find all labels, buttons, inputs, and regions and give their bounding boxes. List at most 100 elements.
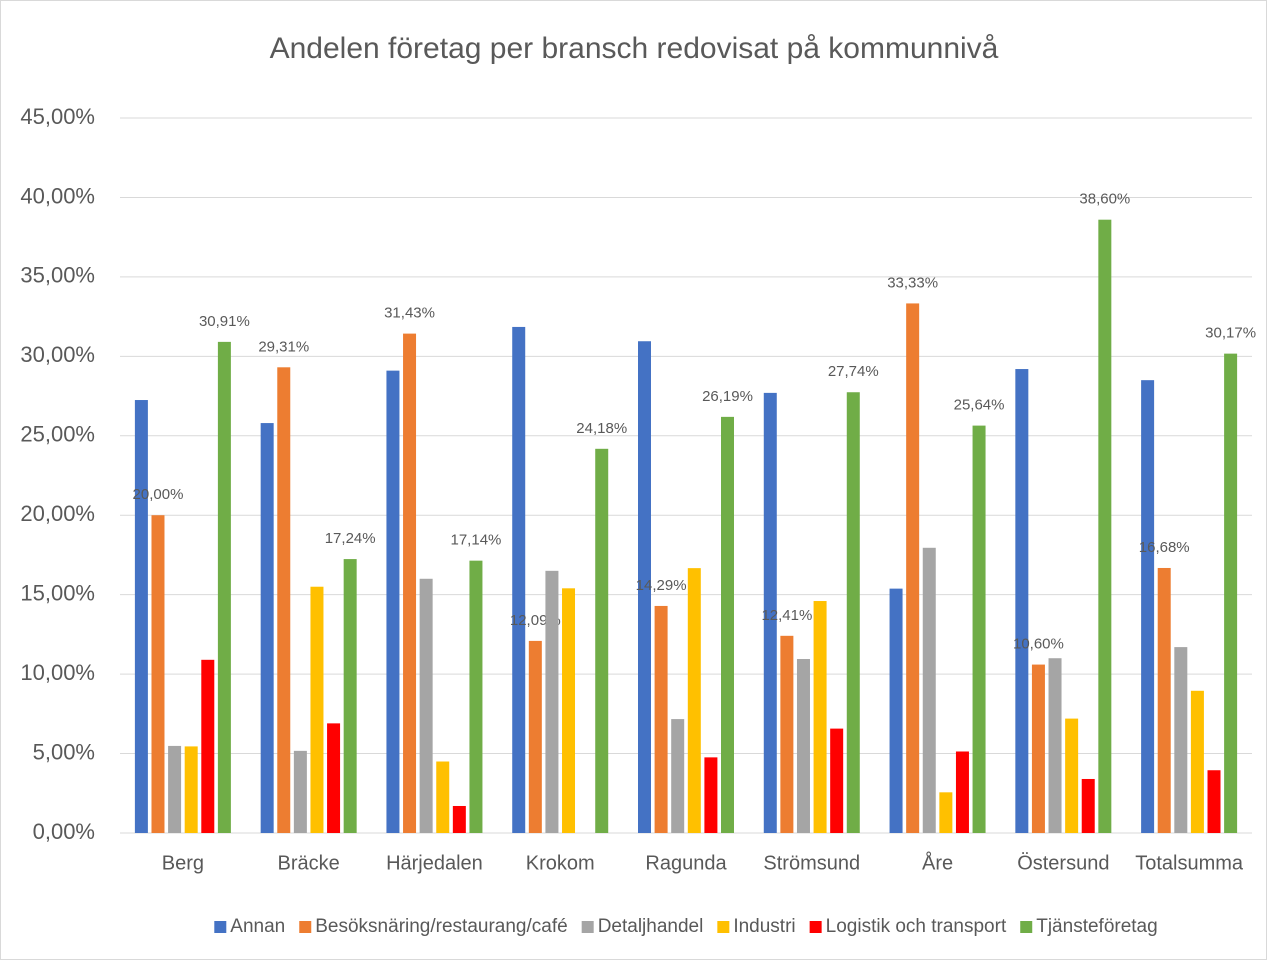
data-label: 29,31% <box>258 338 309 355</box>
bar <box>638 341 651 833</box>
bar <box>419 578 433 833</box>
legend-label: Annan <box>230 916 285 937</box>
bar <box>955 751 969 833</box>
bar <box>168 745 182 833</box>
bar <box>780 635 794 833</box>
data-label: 20,00% <box>133 486 184 503</box>
legend-swatch <box>214 921 227 933</box>
bar <box>343 559 357 833</box>
bar <box>595 448 609 833</box>
x-tick-label: Bräcke <box>278 852 340 874</box>
y-tick-label: 35,00% <box>20 263 95 288</box>
bar <box>763 392 777 833</box>
x-tick-label: Totalsumma <box>1135 852 1244 874</box>
bar <box>469 560 483 833</box>
legend-label: Logistik och transport <box>826 916 1007 937</box>
data-label: 24,18% <box>576 420 627 437</box>
bar <box>217 341 231 833</box>
bar <box>277 367 291 833</box>
legend-label: Tjänsteföretag <box>1036 916 1157 937</box>
bar <box>704 757 718 833</box>
legend-label: Industri <box>733 916 795 937</box>
x-tick-label: Berg <box>162 852 204 874</box>
bar <box>796 659 810 833</box>
data-label: 38,60% <box>1079 191 1130 208</box>
y-tick-label: 15,00% <box>20 580 95 605</box>
bar <box>1015 369 1029 833</box>
bar <box>889 588 903 833</box>
x-tick-label: Strömsund <box>763 852 860 874</box>
data-label: 16,68% <box>1139 539 1190 556</box>
bar <box>260 423 274 833</box>
bar <box>327 723 341 833</box>
bar <box>1098 219 1112 833</box>
y-tick-label: 40,00% <box>20 183 95 208</box>
data-label: 31,43% <box>384 305 435 322</box>
bar <box>403 333 417 833</box>
bar <box>939 792 953 833</box>
data-label: 12,41% <box>761 607 812 624</box>
bar <box>201 659 215 833</box>
data-label: 33,33% <box>887 274 938 291</box>
chart-title: Andelen företag per bransch redovisat på… <box>270 32 999 65</box>
data-label: 26,19% <box>702 388 753 405</box>
bar <box>906 303 920 833</box>
data-label: 17,24% <box>325 530 376 547</box>
bar <box>1190 690 1204 833</box>
bar <box>1174 647 1188 833</box>
data-label: 14,29% <box>636 577 687 594</box>
bar <box>1141 380 1155 833</box>
x-tick-label: Ragunda <box>645 852 727 874</box>
legend-label: Detaljhandel <box>598 916 704 937</box>
bar <box>721 416 734 833</box>
bar <box>452 805 466 833</box>
y-tick-label: 45,00% <box>20 104 95 129</box>
x-tick-label: Krokom <box>526 852 595 874</box>
y-tick-label: 20,00% <box>20 501 95 526</box>
bar <box>1065 718 1079 833</box>
bar <box>545 570 559 833</box>
bar <box>687 568 701 833</box>
bar <box>436 761 450 833</box>
data-label: 25,64% <box>954 397 1005 414</box>
y-tick-label: 0,00% <box>33 819 95 844</box>
y-tick-label: 30,00% <box>20 342 95 367</box>
bar <box>1207 770 1221 833</box>
bar <box>512 326 526 833</box>
bar <box>671 719 685 833</box>
bar <box>528 640 542 833</box>
legend-swatch <box>299 921 312 933</box>
bar <box>1031 664 1045 833</box>
bar <box>293 750 307 833</box>
data-label: 17,14% <box>451 532 502 549</box>
legend-swatch <box>717 921 730 933</box>
x-tick-label: Åre <box>922 851 953 874</box>
y-tick-label: 25,00% <box>20 422 95 447</box>
x-tick-label: Östersund <box>1017 852 1109 874</box>
bar <box>1224 353 1238 833</box>
data-label: 30,91% <box>199 313 250 330</box>
legend-label: Besöksnäring/restaurang/café <box>315 916 567 937</box>
bar <box>151 515 165 833</box>
legend-swatch <box>1020 921 1033 933</box>
data-label: 10,60% <box>1013 636 1064 653</box>
legend-swatch <box>581 921 594 933</box>
bar <box>134 400 148 833</box>
data-label: 30,17% <box>1205 325 1256 342</box>
bar <box>184 746 198 833</box>
bar <box>922 547 936 833</box>
bar <box>846 392 860 833</box>
bar <box>310 586 324 833</box>
legend-swatch <box>809 921 822 933</box>
y-tick-label: 5,00% <box>33 739 95 764</box>
y-tick-label: 10,00% <box>20 660 95 685</box>
bar <box>830 728 844 833</box>
bar <box>654 605 668 833</box>
bar <box>1081 778 1095 833</box>
x-tick-label: Härjedalen <box>386 852 483 874</box>
data-label: 27,74% <box>828 363 879 380</box>
bar <box>972 425 986 833</box>
bar <box>1157 567 1171 833</box>
bar <box>813 601 827 833</box>
